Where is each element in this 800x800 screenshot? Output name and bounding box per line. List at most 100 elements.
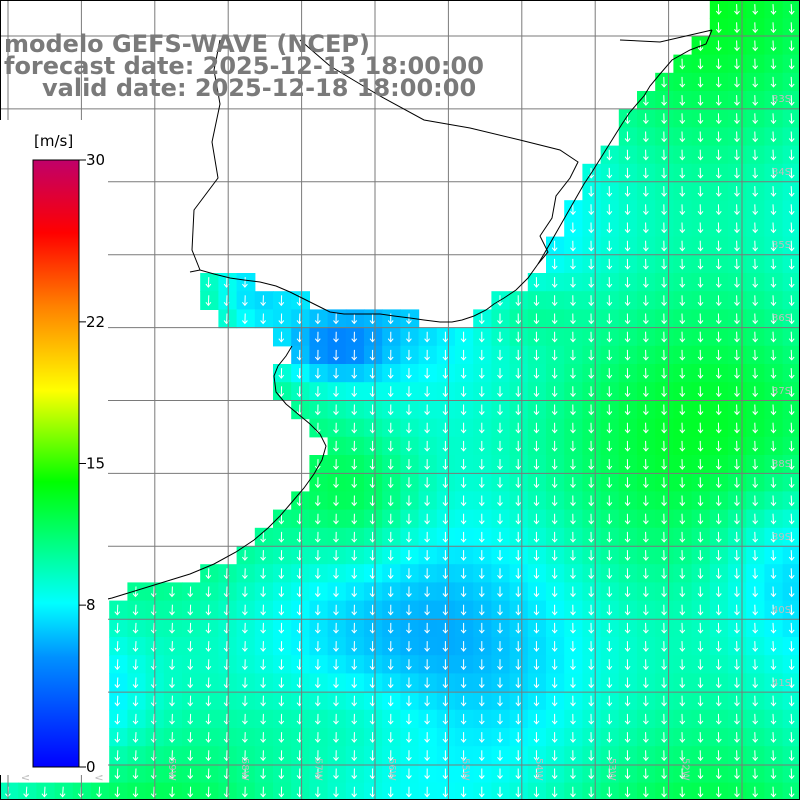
wind-arrowhead [715, 483, 722, 489]
speed-cell [746, 72, 765, 92]
wind-arrowhead [588, 374, 595, 379]
speed-cell [527, 728, 547, 747]
speed-cell [418, 582, 438, 602]
speed-cell [455, 455, 474, 474]
speed-cell [600, 509, 620, 529]
wind-arrowhead [606, 374, 613, 379]
speed-cell [382, 345, 401, 365]
wind-arrow [790, 313, 793, 324]
speed-cell [400, 327, 420, 347]
wind-arrowhead [169, 665, 175, 671]
wind-arrowhead [661, 210, 667, 216]
wind-arrowhead [788, 28, 795, 34]
wind-arrowhead [570, 702, 576, 707]
speed-cell [691, 273, 711, 292]
wind-arrow [772, 349, 774, 360]
speed-cell [509, 509, 529, 529]
speed-cell [709, 0, 729, 19]
speed-cell [327, 764, 347, 784]
wind-arrowhead [679, 83, 686, 88]
speed-cell [637, 145, 656, 165]
speed-cell [673, 655, 693, 674]
wind-arrowhead [679, 156, 686, 161]
wind-arrowhead [679, 574, 686, 580]
speed-cell [764, 691, 784, 711]
wind-arrowhead [424, 374, 430, 379]
wind-arrow [790, 641, 793, 652]
speed-cell [309, 764, 329, 784]
wind-arrow [772, 368, 774, 379]
wind-arrowhead [588, 338, 595, 343]
wind-arrowhead [770, 629, 777, 634]
wind-arrowhead [588, 556, 595, 561]
wind-arrowhead [387, 392, 394, 398]
wind-arrowhead [697, 520, 704, 525]
speed-cell [618, 600, 638, 620]
speed-cell [527, 618, 547, 638]
speed-cell [728, 200, 747, 219]
speed-cell [418, 455, 438, 474]
wind-arrowhead [23, 793, 29, 798]
wind-arrowhead [96, 793, 102, 798]
speed-cell [764, 127, 784, 147]
speed-cell [618, 782, 638, 800]
wind-arrow [790, 222, 793, 233]
speed-cell [327, 564, 347, 583]
speed-cell [364, 582, 383, 602]
wind-arrowhead [205, 756, 212, 762]
wind-arrowhead [679, 265, 686, 270]
wind-arrowhead [697, 356, 704, 361]
wind-arrowhead [588, 684, 595, 689]
wind-arrowhead [515, 702, 522, 707]
speed-cell [509, 473, 529, 492]
wind-arrowhead [351, 520, 358, 525]
wind-arrowhead [533, 647, 540, 652]
speed-cell [728, 54, 747, 74]
wind-arrowhead [588, 356, 595, 361]
wind-arrowhead [551, 775, 558, 780]
speed-cell [582, 327, 602, 347]
wind-arrowhead [661, 411, 667, 416]
speed-cell [600, 182, 620, 201]
speed-cell [546, 600, 565, 620]
wind-arrowhead [424, 665, 430, 671]
wind-arrowhead [679, 702, 686, 707]
wind-arrowhead [150, 702, 157, 707]
wind-arrowhead [697, 247, 704, 252]
wind-arrowhead [679, 229, 686, 234]
speed-cell [582, 673, 602, 693]
speed-cell [546, 691, 565, 711]
wind-arrowhead [734, 738, 740, 743]
wind-arrowhead [788, 174, 795, 179]
wind-arrowhead [387, 793, 394, 798]
speed-cell [709, 218, 729, 238]
wind-arrowhead [478, 665, 485, 671]
speed-cell [491, 364, 511, 383]
wind-arrowhead [533, 301, 540, 307]
wind-arrowhead [715, 738, 722, 743]
wind-arrowhead [551, 447, 558, 452]
speed-cell [655, 127, 674, 147]
wind-arrowhead [643, 756, 649, 762]
speed-cell [273, 637, 292, 656]
speed-cell [491, 546, 511, 565]
wind-arrowhead [369, 520, 376, 525]
speed-cell [364, 455, 383, 474]
wind-arrowhead [442, 411, 449, 416]
speed-cell [764, 382, 784, 401]
colorbar-tick-label: 22 [86, 313, 105, 331]
wind-arrow [772, 440, 774, 451]
wind-arrowhead [715, 447, 722, 452]
wind-arrowhead [242, 684, 248, 689]
wind-arrowhead [460, 756, 467, 762]
speed-cell [618, 491, 638, 511]
wind-arrowhead [497, 520, 503, 525]
speed-cell [236, 691, 256, 711]
speed-cell [364, 564, 383, 583]
wind-arrowhead [770, 538, 777, 543]
speed-cell [764, 782, 784, 800]
speed-cell [327, 546, 347, 565]
wind-arrowhead [169, 720, 175, 725]
speed-cell [746, 673, 765, 693]
